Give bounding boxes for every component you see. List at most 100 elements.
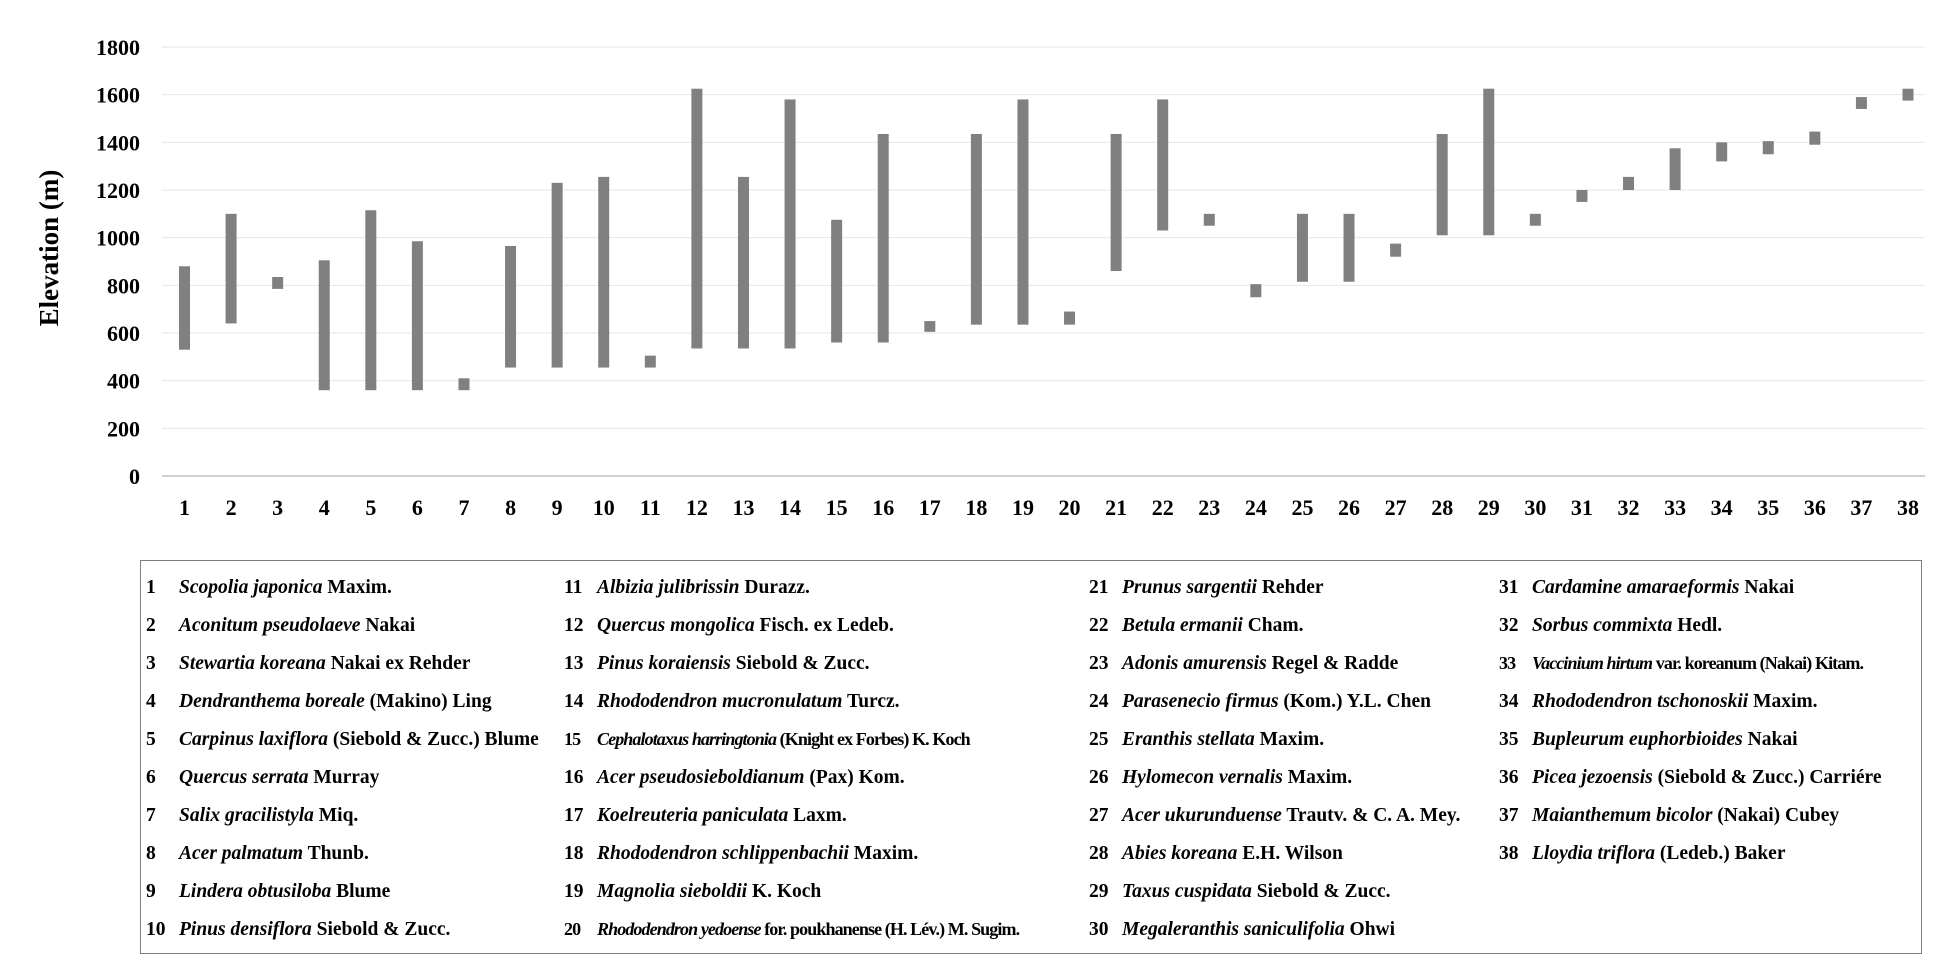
x-tick-label: 31 bbox=[1571, 495, 1593, 520]
legend-author: Ohwi bbox=[1344, 919, 1396, 940]
legend-species-name: Bupleurum euphorbioides bbox=[1532, 729, 1743, 750]
y-tick-labels: 0 200 400 600 800 1000 1200 1400 1600 1800 bbox=[96, 35, 140, 489]
range-bars bbox=[179, 88, 1914, 391]
legend-entry: 30 Megaleranthis saniculifolia Ohwi bbox=[1089, 919, 1395, 941]
legend-species-name: Adonis amurensis bbox=[1122, 653, 1267, 674]
legend-author: Thunb. bbox=[303, 843, 369, 864]
legend-entry: 2 Aconitum pseudolaeve Nakai bbox=[146, 615, 415, 637]
x-tick-label: 28 bbox=[1431, 495, 1453, 520]
legend-author: Rehder bbox=[1256, 577, 1324, 598]
legend-author: Laxm. bbox=[788, 805, 847, 826]
x-tick-label: 29 bbox=[1478, 495, 1500, 520]
y-tick-label: 1400 bbox=[96, 130, 140, 155]
legend-entry: 28 Abies koreana E.H. Wilson bbox=[1089, 843, 1343, 865]
x-tick-label: 37 bbox=[1850, 495, 1872, 520]
legend-number: 22 bbox=[1089, 615, 1109, 636]
legend-species-name: Cardamine amaraeformis bbox=[1532, 577, 1740, 598]
legend-number: 6 bbox=[146, 767, 156, 788]
legend-number: 1 bbox=[146, 577, 156, 598]
legend-entry: 3 Stewartia koreana Nakai ex Rehder bbox=[146, 653, 470, 675]
x-tick-label: 2 bbox=[226, 495, 237, 520]
legend-entry: 4 Dendranthema boreale (Makino) Ling bbox=[146, 691, 492, 713]
legend-entry: 17 Koelreuteria paniculata Laxm. bbox=[564, 805, 847, 827]
legend-species-name: Hylomecon vernalis bbox=[1122, 767, 1283, 788]
legend-author: Durazz. bbox=[739, 577, 810, 598]
legend-entry: 16 Acer pseudosieboldianum (Pax) Kom. bbox=[564, 767, 905, 789]
legend-number: 38 bbox=[1499, 843, 1519, 864]
legend-author: (Ledeb.) Baker bbox=[1654, 843, 1786, 864]
legend-species-name: Rhododendron yedoense bbox=[597, 919, 762, 939]
legend-author: Regel & Radde bbox=[1266, 653, 1399, 674]
range-bar-27 bbox=[1390, 243, 1402, 257]
range-bar-21 bbox=[1110, 133, 1122, 272]
legend-number: 4 bbox=[146, 691, 156, 712]
x-tick-label: 26 bbox=[1338, 495, 1360, 520]
legend-author: (Siebold & Zucc.) Carriére bbox=[1652, 767, 1882, 788]
x-tick-label: 27 bbox=[1385, 495, 1407, 520]
legend-entry: 12 Quercus mongolica Fisch. ex Ledeb. bbox=[564, 615, 894, 637]
legend-number: 28 bbox=[1089, 843, 1109, 864]
legend-entry: 27 Acer ukurunduense Trautv. & C. A. Mey. bbox=[1089, 805, 1460, 827]
range-bar-12 bbox=[691, 88, 703, 349]
legend-author: Nakai bbox=[1742, 729, 1798, 750]
legend-species-name: Taxus cuspidata bbox=[1122, 881, 1252, 902]
x-tick-label: 5 bbox=[365, 495, 376, 520]
legend-entry: 7 Salix gracilistyla Miq. bbox=[146, 805, 358, 827]
x-tick-label: 38 bbox=[1897, 495, 1919, 520]
x-tick-label: 12 bbox=[686, 495, 708, 520]
legend-number: 26 bbox=[1089, 767, 1109, 788]
legend-entry: 35 Bupleurum euphorbioides Nakai bbox=[1499, 729, 1798, 751]
legend-species-name: Cephalotaxus harringtonia bbox=[597, 729, 777, 749]
legend-entry: 6 Quercus serrata Murray bbox=[146, 767, 379, 789]
legend-species-name: Magnolia sieboldii bbox=[597, 881, 748, 902]
range-bar-37 bbox=[1855, 97, 1867, 109]
legend-entry: 22 Betula ermanii Cham. bbox=[1089, 615, 1303, 637]
legend-number: 18 bbox=[564, 843, 584, 864]
legend-author: (Siebold & Zucc.) Blume bbox=[328, 729, 539, 750]
legend-author: Maxim. bbox=[848, 843, 919, 864]
x-tick-label: 13 bbox=[732, 495, 754, 520]
legend-entry: 31 Cardamine amaraeformis Nakai bbox=[1499, 577, 1794, 599]
legend-entry: 19 Magnolia sieboldii K. Koch bbox=[564, 881, 821, 903]
range-bar-29 bbox=[1483, 88, 1495, 236]
range-bar-23 bbox=[1203, 213, 1215, 226]
legend-author: Nakai ex Rehder bbox=[325, 653, 471, 674]
legend-species-name: Parasenecio firmus bbox=[1122, 691, 1279, 712]
y-tick-label: 400 bbox=[107, 369, 140, 394]
y-tick-label: 1200 bbox=[96, 178, 140, 203]
range-bar-35 bbox=[1762, 141, 1774, 155]
range-bar-10 bbox=[598, 176, 610, 368]
legend-species-name: Acer pseudosieboldianum bbox=[597, 767, 805, 788]
legend-entry: 32 Sorbus commixta Hedl. bbox=[1499, 615, 1722, 637]
legend-number: 5 bbox=[146, 729, 156, 750]
legend-species-name: Eranthis stellata bbox=[1122, 729, 1255, 750]
legend-species-name: Aconitum pseudolaeve bbox=[179, 615, 361, 636]
range-bar-33 bbox=[1669, 148, 1681, 190]
gridlines bbox=[162, 46, 1925, 477]
legend-species-name: Sorbus commixta bbox=[1532, 615, 1673, 636]
legend-entry: 26 Hylomecon vernalis Maxim. bbox=[1089, 767, 1352, 789]
x-tick-label: 7 bbox=[458, 495, 469, 520]
legend-species-name: Stewartia koreana bbox=[179, 653, 326, 674]
legend-entry: 24 Parasenecio firmus (Kom.) Y.L. Chen bbox=[1089, 691, 1431, 713]
legend-author: Blume bbox=[331, 881, 391, 902]
legend-entry: 11 Albizia julibrissin Durazz. bbox=[564, 577, 810, 599]
legend-author: Nakai bbox=[360, 615, 416, 636]
range-bar-8 bbox=[505, 246, 517, 368]
legend-number: 33 bbox=[1499, 653, 1516, 673]
legend-number: 14 bbox=[564, 691, 584, 712]
x-tick-label: 3 bbox=[272, 495, 283, 520]
legend-entry: 13 Pinus koraiensis Siebold & Zucc. bbox=[564, 653, 870, 675]
legend-species-name: Pinus densiflora bbox=[179, 919, 312, 940]
x-tick-label: 23 bbox=[1198, 495, 1220, 520]
x-tick-label: 17 bbox=[919, 495, 941, 520]
legend-entry: 18 Rhododendron schlippenbachii Maxim. bbox=[564, 843, 918, 865]
range-bar-4 bbox=[318, 260, 330, 391]
range-bar-30 bbox=[1529, 213, 1541, 226]
legend-number: 7 bbox=[146, 805, 156, 826]
legend-entry: 23 Adonis amurensis Regel & Radde bbox=[1089, 653, 1398, 675]
x-tick-label: 16 bbox=[872, 495, 894, 520]
legend-entry: 5 Carpinus laxiflora (Siebold & Zucc.) Bl… bbox=[146, 729, 539, 751]
species-legend: 1 Scopolia japonica Maxim. 2 Aconitum pseud… bbox=[140, 560, 1922, 954]
legend-species-name: Vaccinium hirtum bbox=[1532, 653, 1653, 673]
